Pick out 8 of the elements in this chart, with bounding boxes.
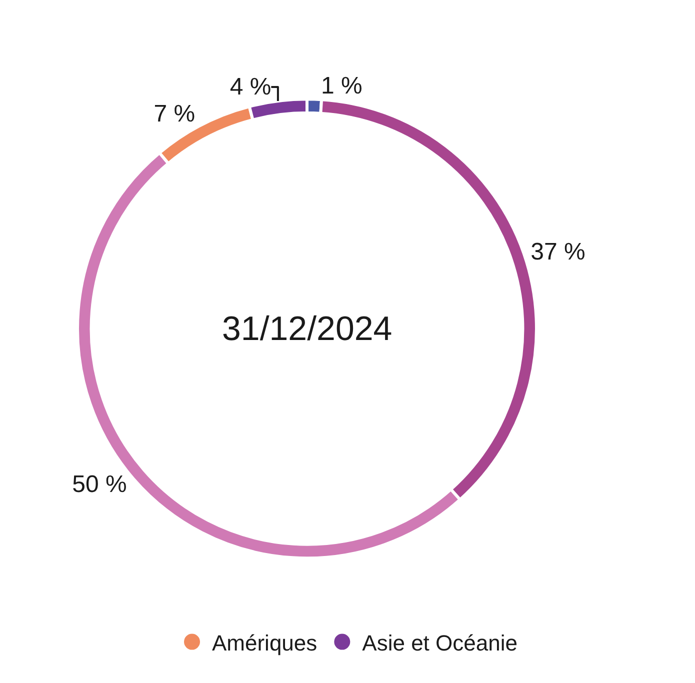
- legend-label: Asie et Océanie: [362, 630, 518, 656]
- data-label: 37 %: [530, 238, 586, 266]
- text: 31/12/2024: [222, 310, 392, 348]
- data-label: 7 %: [154, 100, 196, 128]
- legend-label: Amériques: [212, 630, 318, 656]
- data-label: 50 %: [72, 471, 127, 498]
- data-label: 4 %: [230, 73, 272, 100]
- data-label: 1 %: [321, 72, 362, 100]
